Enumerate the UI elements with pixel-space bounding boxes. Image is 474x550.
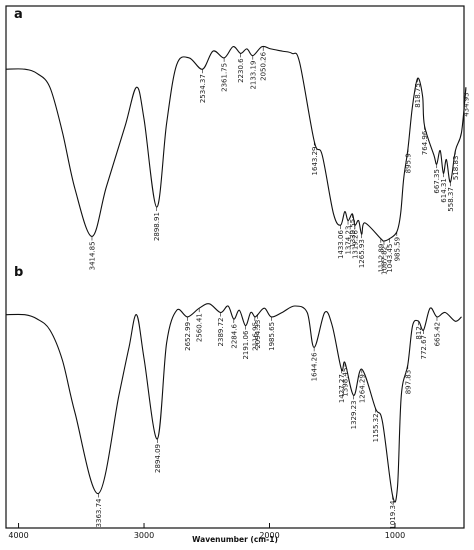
- peak-label-b: 2652.99: [184, 322, 192, 351]
- peak-label-a: 1433.06: [337, 230, 345, 259]
- peak-label-b: 2116.95: [251, 322, 259, 351]
- x-tick-label: 3000: [134, 531, 154, 540]
- peak-label-b: 2284.6: [230, 324, 238, 349]
- peak-label-a: 2534.37: [199, 74, 207, 103]
- peak-label-a: 895.9: [405, 153, 413, 173]
- peak-label-b: 772.67: [420, 335, 428, 360]
- peak-label-a: 764.96: [421, 130, 429, 155]
- peak-label-a: 1374.23: [345, 226, 353, 255]
- spectrum-line-a: [5, 45, 467, 242]
- panel-label-b: b: [14, 265, 23, 280]
- peak-label-b: 1985.65: [268, 322, 276, 351]
- x-tick-label: 4000: [8, 531, 28, 540]
- peak-label-b: 1155.32: [372, 413, 380, 442]
- x-axis-title: Wavenumber (cm-1): [192, 535, 278, 544]
- peak-label-a: 3414.85: [89, 241, 97, 270]
- peak-label-a: 2898.91: [153, 212, 161, 241]
- peak-label-a: 1265.93: [358, 239, 366, 268]
- peak-label-a: 2230.6: [237, 58, 245, 83]
- peak-label-a: 1643.29: [311, 147, 319, 176]
- peak-label-a: 1339.55: [349, 219, 357, 248]
- panel-b: b 3363.74 2894.09 2652.99 2560.41 2389.72 2284…: [5, 265, 462, 530]
- peak-label-a: 434.93: [462, 92, 470, 117]
- peak-label-b: 2894.09: [154, 444, 162, 473]
- peak-label-b: 897.83: [404, 370, 412, 395]
- peak-label-a: 2133.19: [249, 61, 257, 90]
- peak-label-a: 2361.75: [221, 63, 229, 92]
- peak-label-a: 558.37: [447, 187, 455, 212]
- peak-label-a: 1112.89: [377, 244, 385, 273]
- peak-label-b: 2389.72: [217, 318, 225, 347]
- peak-label-b: 2094.33: [254, 320, 262, 349]
- peak-label-a: 614.31: [440, 178, 448, 203]
- x-tick-label: 2000: [259, 531, 279, 540]
- peak-label-a: 1043.45: [386, 244, 394, 273]
- peak-label-b: 1019.34: [389, 500, 397, 529]
- peak-label-a: 985.59: [393, 237, 401, 262]
- peak-label-b: 812: [415, 326, 423, 339]
- peak-label-b: 1427.27: [338, 374, 346, 403]
- peak-label-b: 1644.26: [311, 352, 319, 381]
- x-tick-label: 1000: [385, 531, 405, 540]
- panel-label-a: a: [14, 7, 23, 22]
- peak-label-a: 2050.26: [260, 51, 268, 80]
- panels-layer: a 3414.85 2898.91 2534.37 2361.75 2230.6 2133.…: [5, 7, 470, 530]
- peak-label-a: 667.35: [433, 169, 441, 194]
- peak-label-b: 1264.29: [358, 374, 366, 403]
- peak-label-b: 2191.06: [242, 330, 250, 359]
- peak-label-a: 518.83: [452, 156, 460, 181]
- peak-label-a: 818.75: [414, 83, 422, 108]
- spectrum-line-b: [5, 303, 462, 503]
- peak-label-b: 665.42: [434, 322, 442, 347]
- peak-label-a: 1087.82: [381, 246, 389, 275]
- peak-label-a: 1319.26: [351, 230, 359, 259]
- peak-label-b: 3363.74: [95, 498, 103, 527]
- plot-frame: [5, 5, 465, 529]
- peak-label-b: 1329.23: [350, 400, 358, 429]
- peak-label-b: 1398.45: [342, 368, 350, 397]
- panel-a: a 3414.85 2898.91 2534.37 2361.75 2230.6 2133.…: [5, 7, 470, 275]
- x-axis: 4000 3000 2000 1000: [8, 523, 405, 540]
- peak-label-b: 2560.41: [196, 313, 204, 342]
